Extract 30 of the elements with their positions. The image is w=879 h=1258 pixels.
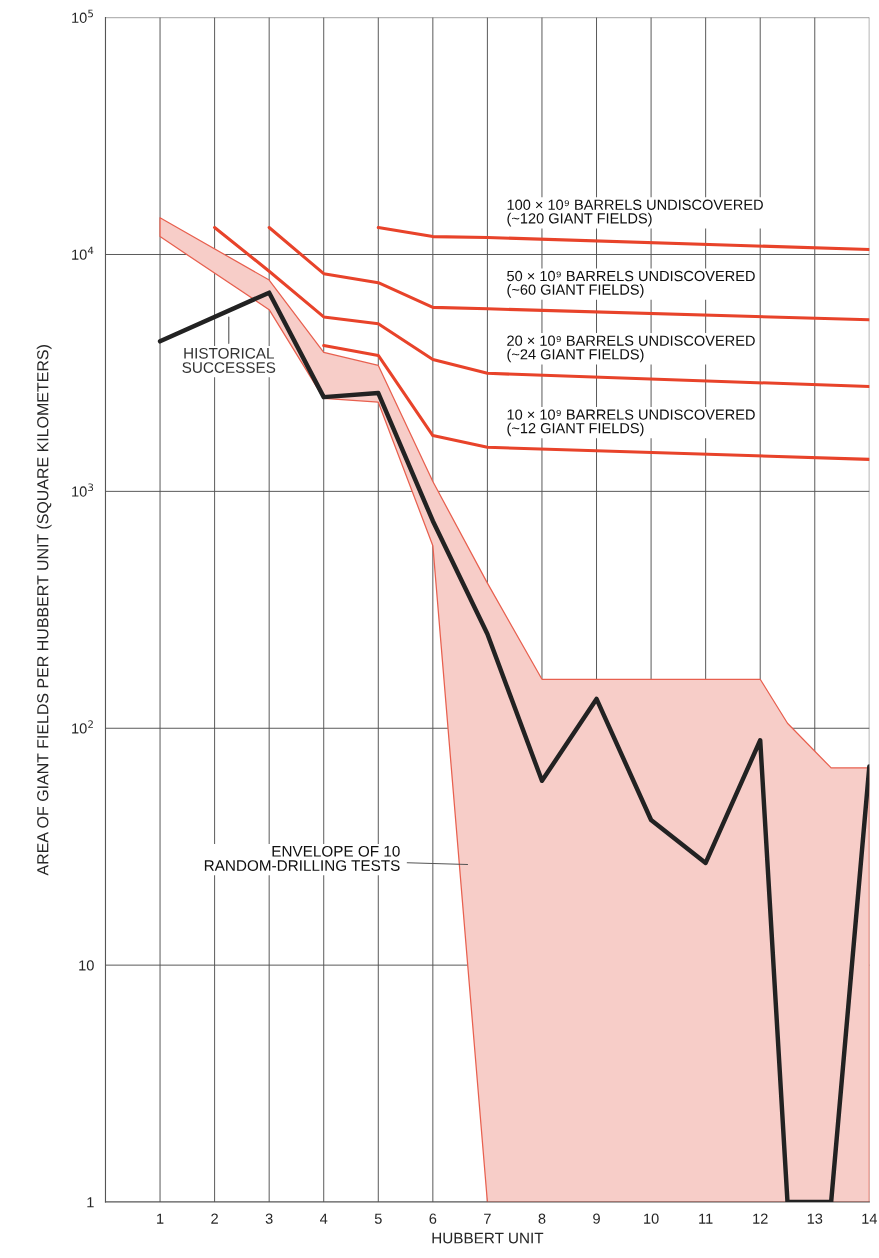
x-tick-label: 4 bbox=[320, 1213, 328, 1224]
line-series bbox=[376, 225, 870, 251]
x-tick-label: 2 bbox=[211, 1213, 218, 1224]
series-label: 100 × 10⁹ BARRELS UNDISCOVERED (~120 GIANT FIELDS) bbox=[507, 199, 763, 227]
x-tick-label: 8 bbox=[538, 1213, 546, 1224]
x-tick-label: 12 bbox=[753, 1213, 768, 1224]
x-axis-title: HUBBERT UNIT bbox=[432, 1232, 544, 1244]
y-tick-label: 10$^{4}$ bbox=[72, 246, 94, 260]
annotation: HISTORICAL SUCCESSES bbox=[182, 347, 276, 373]
x-tick-label: 6 bbox=[429, 1213, 437, 1224]
series-label: 10 × 10⁹ BARRELS UNDISCOVERED (~12 GIANT FIELDS) bbox=[507, 409, 755, 437]
x-tick-label: 9 bbox=[593, 1213, 600, 1224]
x-tick-label: 5 bbox=[374, 1213, 382, 1224]
x-tick-label: 1 bbox=[157, 1213, 164, 1224]
y-tick-label: 1 bbox=[87, 1197, 94, 1208]
x-tick-label: 14 bbox=[862, 1213, 878, 1224]
series-label: 20 × 10⁹ BARRELS UNDISCOVERED (~24 GIANT FIELDS) bbox=[507, 335, 755, 363]
annotation: ENVELOPE OF 10 RANDOM-DRILLING TESTS bbox=[204, 845, 400, 871]
x-tick-label: 7 bbox=[484, 1213, 491, 1224]
x-tick-label: 13 bbox=[807, 1213, 823, 1224]
y-tick-label: 10$^{2}$ bbox=[72, 720, 93, 734]
y-tick-label: 10 bbox=[79, 960, 94, 971]
x-tick-label: 10 bbox=[644, 1213, 659, 1224]
x-tick-label: 3 bbox=[265, 1213, 273, 1224]
x-tick-label: 11 bbox=[699, 1213, 713, 1224]
y-tick-label: 10$^{5}$ bbox=[72, 9, 93, 23]
y-axis-title: AREA OF GIANT FIELDS PER HUBBERT UNIT (SQUARE KILOMETERS) bbox=[36, 345, 52, 876]
y-tick-label: 10$^{3}$ bbox=[72, 483, 94, 497]
line-series bbox=[267, 225, 870, 322]
series-label: 50 × 10⁹ BARRELS UNDISCOVERED (~60 GIANT FIELDS) bbox=[507, 270, 755, 298]
